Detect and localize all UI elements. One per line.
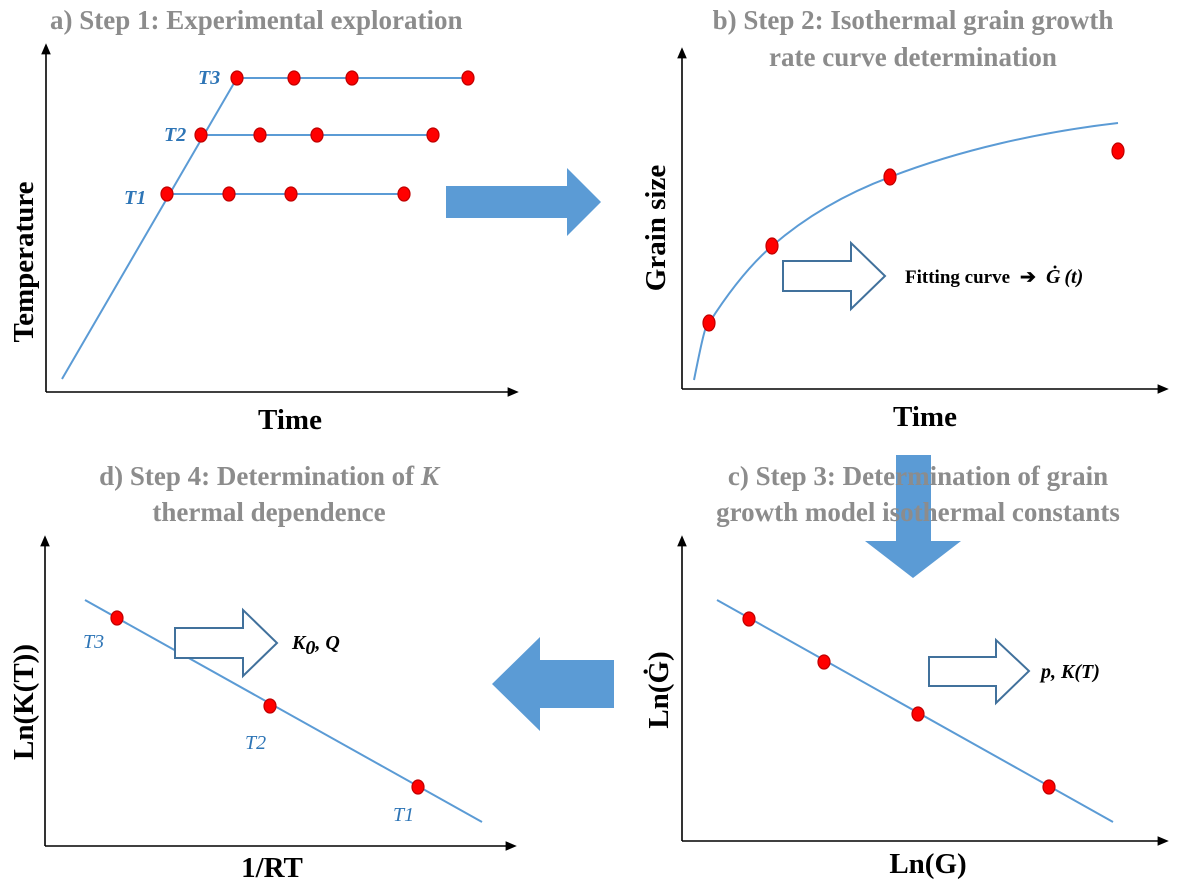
panel-c: c) Step 3: Determination of grain growth… <box>642 461 1169 880</box>
fitting-hollow-arrow <box>782 240 887 312</box>
label-t2: T2 <box>245 732 266 754</box>
flow-arrow-a-to-b <box>446 168 601 236</box>
data-point <box>702 314 716 332</box>
data-point <box>284 186 298 202</box>
panel-b-title-line2: rate curve determination <box>769 42 1057 72</box>
panel-d-x-label: 1/RT <box>241 852 303 881</box>
data-point <box>310 127 324 143</box>
label-t1: T1 <box>393 804 414 826</box>
data-point <box>461 70 475 86</box>
data-point <box>911 706 925 722</box>
panel-c-note: p, K(T) <box>1039 661 1100 683</box>
data-point <box>397 186 411 202</box>
panel-d-title-line1: d) Step 4: Determination of K <box>99 461 441 491</box>
k0-q-hollow-arrow <box>174 607 279 679</box>
panel-c-y-label: Ln(Ġ) <box>642 651 675 728</box>
data-point <box>817 654 831 670</box>
data-point <box>222 186 236 202</box>
panel-b-title-line1: b) Step 2: Isothermal grain growth <box>713 5 1114 35</box>
panel-a-x-label: Time <box>258 404 322 436</box>
constants-hollow-arrow <box>928 637 1031 706</box>
panel-d-y-label: Ln(K(T)) <box>8 644 40 760</box>
data-point <box>411 779 425 795</box>
flow-arrow-c-to-d <box>492 637 614 731</box>
panel-d: d) Step 4: Determination of K thermal de… <box>8 461 517 881</box>
data-point <box>765 237 779 255</box>
panel-a-y-label: Temperature <box>8 181 40 342</box>
grain-growth-curve <box>693 122 1119 381</box>
data-point <box>345 70 359 86</box>
heating-ramp-t3 <box>61 77 468 380</box>
panel-a-title: a) Step 1: Experimental exploration <box>50 5 462 35</box>
data-point <box>1042 779 1056 795</box>
data-point <box>230 70 244 86</box>
panel-d-note: K0, Q <box>291 632 340 659</box>
panel-a: a) Step 1: Experimental exploration Time… <box>8 5 519 436</box>
label-t2: T2 <box>164 124 186 146</box>
panel-b-x-label: Time <box>893 401 957 433</box>
panel-c-x-label: Ln(G) <box>889 848 966 880</box>
data-point <box>263 698 277 714</box>
flow-arrow-b-to-c <box>865 455 961 578</box>
label-t3: T3 <box>198 67 220 89</box>
panel-b: b) Step 2: Isothermal grain growth rate … <box>640 5 1169 433</box>
panel-c-title-line2: growth model isothermal constants <box>716 497 1120 527</box>
data-point <box>742 611 756 627</box>
data-point <box>426 127 440 143</box>
panel-c-title-line1: c) Step 3: Determination of grain <box>728 461 1108 491</box>
label-t1: T1 <box>124 187 146 209</box>
data-point <box>1111 142 1125 160</box>
data-point <box>110 610 124 626</box>
panel-b-note: Fitting curve ➔ Ġ (t) <box>905 264 1083 288</box>
data-point <box>160 186 174 202</box>
data-point <box>287 70 301 86</box>
panel-b-y-label: Grain size <box>640 165 672 292</box>
label-t3: T3 <box>83 631 104 653</box>
panel-d-title-line2: thermal dependence <box>152 497 385 527</box>
data-point <box>253 127 267 143</box>
data-point <box>194 127 208 143</box>
data-point <box>883 168 897 186</box>
